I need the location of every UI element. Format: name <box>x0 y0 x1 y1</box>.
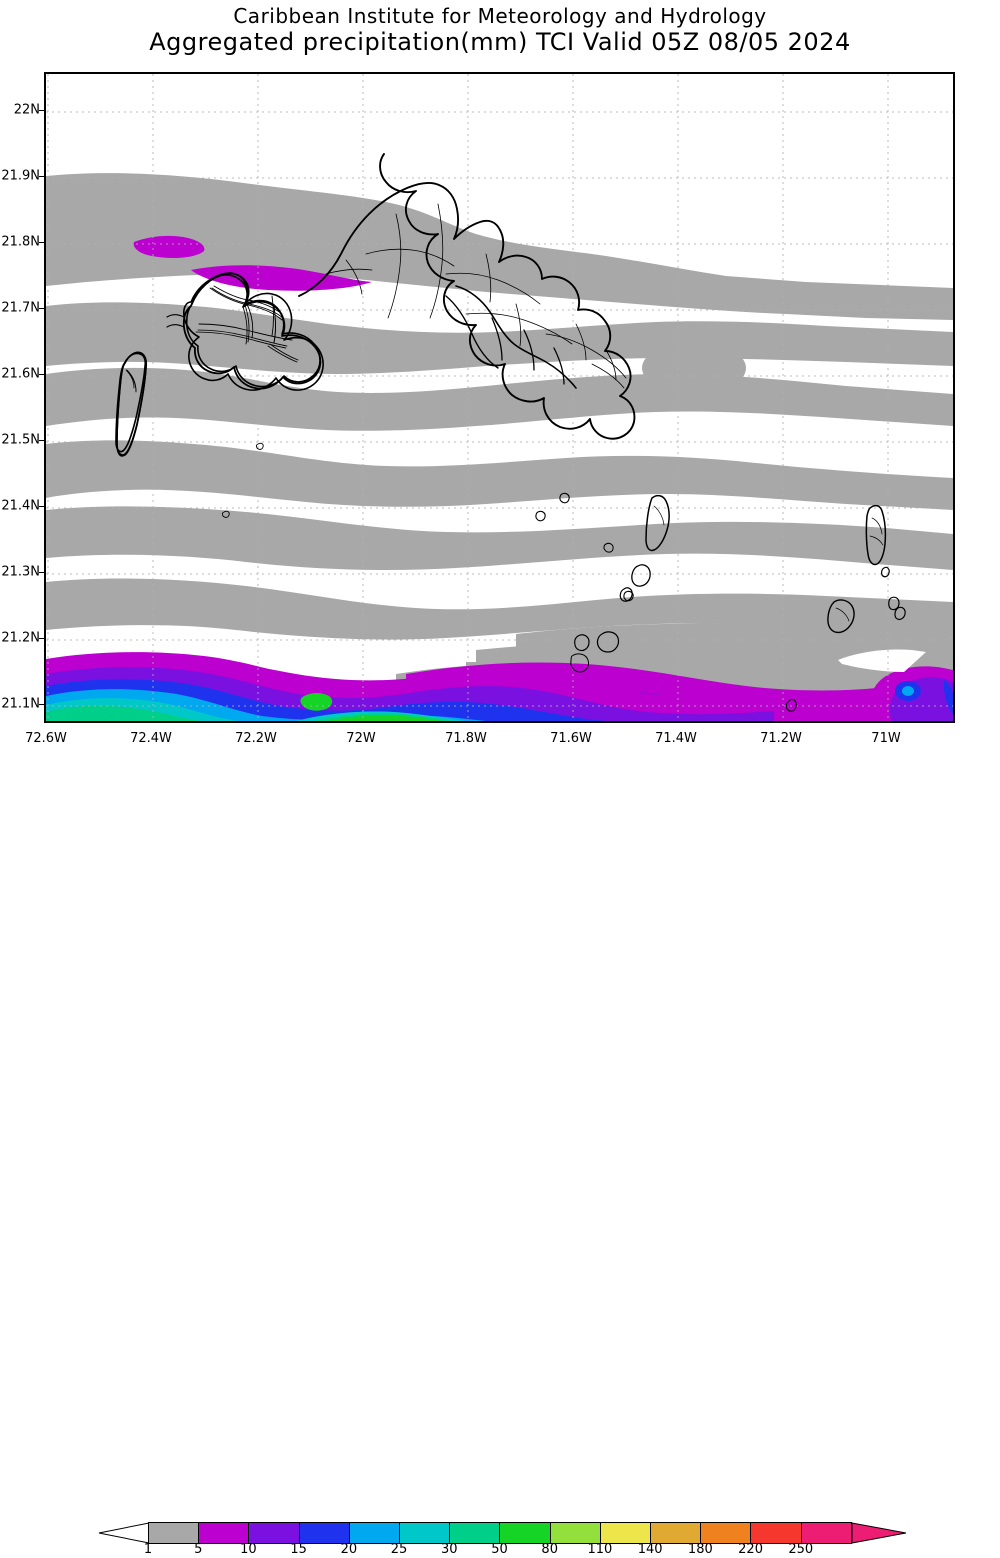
island-precip-band <box>133 235 372 291</box>
product-title: Aggregated precipitation(mm) TCI Valid 0… <box>149 28 851 56</box>
y-tick-mark <box>39 308 46 309</box>
y-tick-mark <box>39 374 46 375</box>
map-plot-area <box>44 72 955 723</box>
y-tick-label: 22N <box>13 102 40 118</box>
y-tick-label: 21.3N <box>1 564 40 580</box>
colorbar-swatch <box>650 1522 702 1544</box>
colorbar: 1 5 10 15 20 25 30 50 80 110 140 180 220 250 <box>0 758 1000 1557</box>
colorbar-tick-label: 15 <box>290 1542 307 1557</box>
colorbar-tick-label: 30 <box>441 1542 458 1557</box>
precipitation-contour-map <box>46 74 953 721</box>
y-tick-label: 21.7N <box>1 300 40 316</box>
grid-lines <box>46 74 953 721</box>
coastline-artwork <box>221 153 906 712</box>
y-tick-mark <box>39 176 46 177</box>
east-precip-lobe <box>870 666 953 721</box>
y-tick-label: 21.1N <box>1 696 40 712</box>
x-tick-label: 71W <box>871 731 901 746</box>
x-tick-label: 72.2W <box>235 731 277 746</box>
y-tick-label: 21.2N <box>1 630 40 646</box>
colorbar-tick-label: 50 <box>491 1542 508 1557</box>
y-tick-label: 21.8N <box>1 234 40 250</box>
colorbar-over-arrow <box>851 1522 907 1544</box>
x-tick-label: 72W <box>346 731 376 746</box>
colorbar-tick-label: 250 <box>788 1542 814 1557</box>
y-tick-mark <box>39 506 46 507</box>
x-tick-label: 72.6W <box>25 731 67 746</box>
colorbar-under-arrow <box>98 1522 150 1544</box>
y-tick-mark <box>39 110 46 111</box>
colorbar-swatch <box>499 1522 551 1544</box>
colorbar-swatch <box>449 1522 501 1544</box>
colorbar-swatch <box>700 1522 752 1544</box>
x-tick-label: 72.4W <box>130 731 172 746</box>
x-tick-label: 71.6W <box>550 731 592 746</box>
y-tick-label: 21.9N <box>1 168 40 184</box>
map-canvas <box>46 74 953 721</box>
colorbar-tick-label: 220 <box>738 1542 763 1557</box>
colorbar-tick-label: 1 <box>143 1542 153 1557</box>
colorbar-tick-label: 20 <box>340 1542 358 1557</box>
institute-title: Caribbean Institute for Meteorology and … <box>233 4 767 28</box>
colorbar-swatch <box>599 1522 652 1544</box>
white-gap <box>838 649 926 672</box>
colorbar-tick-label: 25 <box>390 1542 408 1557</box>
x-tick-label: 71.4W <box>655 731 697 746</box>
colorbar-swatch <box>750 1522 802 1544</box>
y-tick-mark <box>39 638 46 639</box>
colorbar-swatch <box>549 1522 601 1544</box>
y-tick-label: 21.6N <box>1 366 40 382</box>
figure-title-block: Caribbean Institute for Meteorology and … <box>0 4 1000 56</box>
colorbar-tick-label: 5 <box>194 1542 203 1557</box>
colorbar-swatch <box>298 1522 350 1544</box>
x-tick-label: 71.8W <box>445 731 487 746</box>
y-tick-label: 21.4N <box>1 498 40 514</box>
y-axis: 22N 21.9N 21.8N 21.7N 21.6N 21.5N 21.4N … <box>0 0 46 800</box>
colorbar-tick-label: 140 <box>637 1542 663 1557</box>
x-axis: 72.6W 72.4W 72.2W 72W 71.8W 71.6W 71.4W … <box>25 731 901 746</box>
colorbar-swatch <box>148 1522 200 1544</box>
y-tick-mark <box>39 704 46 705</box>
colorbar-tick-label: 80 <box>541 1542 558 1557</box>
y-tick-mark <box>39 572 46 573</box>
colorbar-swatches <box>148 1522 852 1544</box>
colorbar-swatch <box>248 1522 300 1544</box>
colorbar-swatch <box>348 1522 401 1544</box>
colorbar-tick-label: 180 <box>687 1542 713 1557</box>
y-tick-mark <box>39 440 46 441</box>
colorbar-swatch <box>198 1522 250 1544</box>
colorbar-swatch <box>800 1522 852 1544</box>
colorbar-tick-label: 10 <box>240 1542 257 1557</box>
providenciales-coastline <box>116 272 322 457</box>
y-tick-label: 21.5N <box>1 432 40 448</box>
x-tick-label: 71.2W <box>760 731 802 746</box>
colorbar-swatch <box>399 1522 451 1544</box>
sw-precip-complex <box>46 652 932 721</box>
y-tick-mark <box>39 242 46 243</box>
colorbar-tick-labels: 1 5 10 15 20 25 30 50 80 110 140 180 220 250 <box>0 1542 1000 1558</box>
colorbar-tick-label: 110 <box>587 1542 613 1557</box>
